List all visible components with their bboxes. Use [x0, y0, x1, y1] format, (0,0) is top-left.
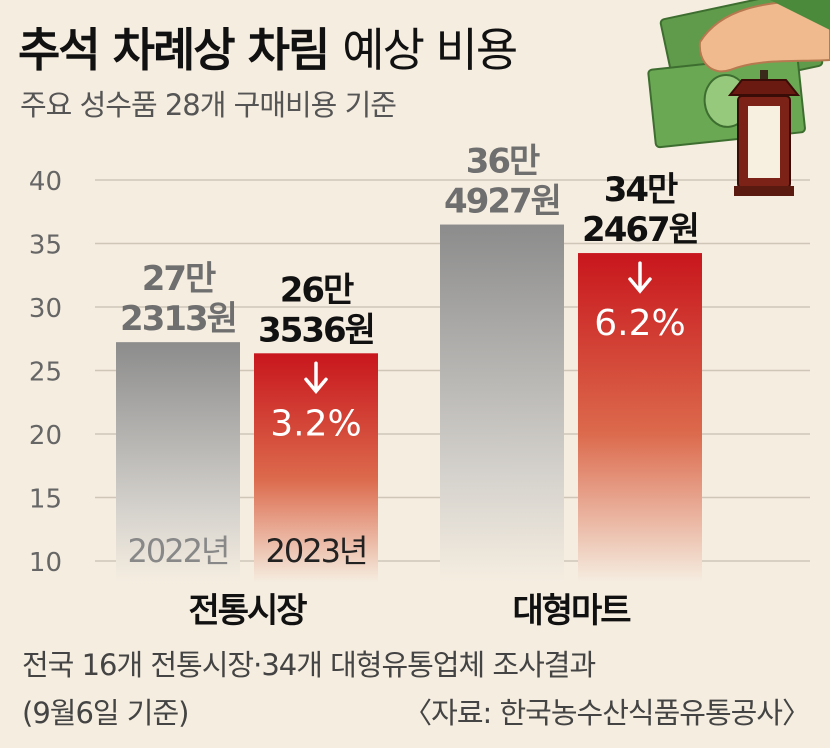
y-tick-label: 15 — [29, 485, 62, 515]
source-credit: 〈자료: 한국농수산식품유통공사〉 — [403, 696, 811, 730]
title-bold: 추석 차례상 차림 — [18, 23, 330, 77]
value-label-top: 36만 — [466, 142, 540, 182]
category-label: 대형마트 — [512, 591, 631, 631]
title-light: 예상 비용 — [342, 23, 518, 77]
value-label-bottom: 2467원 — [582, 210, 698, 250]
footnote-line-1: 전국 16개 전통시장·34개 대형유통업체 조사결과 — [22, 648, 596, 682]
down-arrow-icon — [628, 261, 652, 294]
value-label-top: 27만 — [142, 259, 216, 299]
y-tick-label: 10 — [29, 548, 62, 578]
y-tick-label: 25 — [29, 358, 62, 388]
bar-2022-0 — [116, 342, 240, 582]
y-tick-label: 20 — [29, 421, 62, 451]
bar-2023-1 — [578, 253, 702, 583]
value-label-bottom: 2313원 — [120, 299, 236, 339]
category-label: 전통시장 — [188, 591, 307, 631]
y-tick-label: 30 — [29, 294, 62, 324]
footnote-line-2: (9월6일 기준) — [22, 696, 189, 730]
bar-2022-1 — [440, 224, 564, 582]
change-percent: 6.2% — [594, 303, 685, 344]
y-tick-label: 35 — [29, 231, 62, 261]
value-label-bottom: 4927원 — [444, 182, 560, 222]
legend-series-label: 2023년 — [266, 532, 367, 570]
page-title: 추석 차례상 차림 예상 비용 — [18, 14, 518, 80]
value-label-bottom: 3536원 — [258, 310, 374, 350]
legend-series-label: 2022년 — [128, 532, 229, 570]
down-arrow-icon — [304, 361, 328, 395]
value-label-top: 34만 — [604, 170, 678, 210]
subtitle: 주요 성수품 28개 구매비용 기준 — [20, 88, 397, 122]
lantern-icon — [727, 70, 801, 196]
value-label-top: 26만 — [280, 270, 354, 310]
change-percent: 3.2% — [270, 403, 361, 444]
y-tick-label: 40 — [29, 167, 62, 197]
